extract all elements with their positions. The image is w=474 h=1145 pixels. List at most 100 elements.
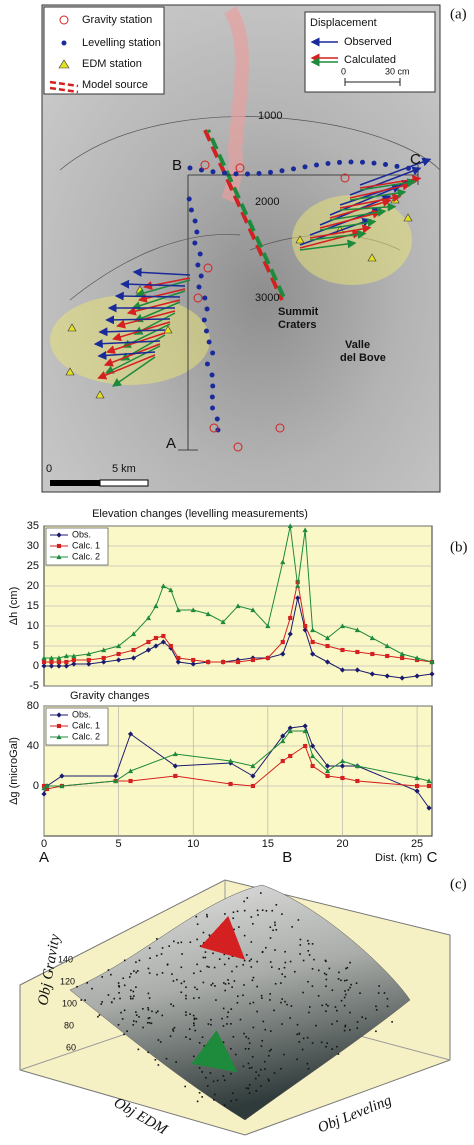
data-point [340,647,345,653]
solution-point [248,1084,251,1086]
x-tick-label: 10 [187,838,199,850]
gravity-station [193,293,203,303]
legend-symbol [59,15,69,25]
arrow-calculated [97,354,156,380]
y-tick-label: 0 [33,660,39,672]
solution-point [150,1022,153,1025]
legend-label: Calc. 1 [72,720,100,730]
data-point [280,733,286,739]
solution-point [218,958,221,960]
solution-point [284,975,286,978]
data-point [131,647,136,653]
solution-point [137,1048,140,1051]
solution-point [210,984,213,986]
solution-point [284,1000,286,1003]
solution-point [133,995,135,997]
solution-point [132,1020,135,1022]
solution-point [180,982,183,985]
solution-point [198,996,200,999]
solution-point [325,978,328,981]
y-tick-label: 15 [27,600,39,612]
levelling-station [337,159,342,165]
data-point [130,631,137,637]
solution-point [247,1062,250,1065]
solution-point [202,956,205,959]
arrow-calculated [121,323,171,348]
solution-point [196,1100,199,1103]
data-point [354,627,360,633]
solution-point [224,989,226,992]
data-point [414,788,420,794]
solution-point [117,982,120,984]
data-point [354,763,360,769]
solution-point [80,999,83,1001]
solution-point [204,956,207,959]
solution-point [306,1062,309,1065]
data-point [414,783,420,789]
solution-point [245,1036,247,1038]
profile-point: A [39,849,49,866]
solution-point [337,978,340,980]
arrow-calculated [104,345,161,374]
levelling-station [302,164,308,170]
data-point [63,653,69,659]
solution-point [223,963,226,966]
solution-point [147,1051,149,1054]
solution-point [98,1014,101,1016]
arrow-calculated [137,288,186,303]
solution-point [343,979,346,982]
contour-label: 2000 [255,196,279,208]
arrow-calculated [135,279,191,298]
solution-point [113,997,116,1000]
solution-point [250,958,252,961]
legend-label: Gravity station [82,14,152,26]
data-point [295,595,301,601]
y-tick-label: 30 [27,540,39,552]
data-point [146,639,151,645]
data-point [175,659,181,665]
data-point [302,627,308,633]
solution-point [355,982,358,984]
data-point [41,659,47,665]
data-point [175,607,181,613]
z-tick-label: 140 [58,954,73,964]
data-point [168,587,174,593]
data-point [310,639,315,645]
solution-point [188,1028,191,1030]
solution-point [386,1005,389,1008]
solution-point [213,1093,216,1096]
solution-point [215,999,217,1001]
solution-point [248,960,251,962]
solution-point [192,1014,195,1017]
scale-bar [99,479,149,487]
solution-point [235,1099,238,1101]
solution-point [290,1005,293,1007]
solution-point [281,913,283,915]
data-point [339,763,346,769]
solution-point [101,1001,103,1003]
data-point [41,791,47,797]
solution-point [311,943,314,945]
solution-point [201,1036,204,1039]
data-point [220,619,226,625]
data-point [310,763,315,769]
y-axis-label: Δh (cm) [8,587,20,626]
gravity-station [235,163,245,173]
solution-point [311,985,314,987]
arrow-calculated [309,224,372,239]
solution-point [172,1005,175,1007]
arrow-calculated [329,207,387,221]
solution-point [268,1054,270,1057]
solution-point [299,938,302,941]
solution-point [180,941,183,944]
solution-point [194,986,196,989]
solution-point [251,1055,254,1058]
solution-point [123,959,126,962]
solution-point [193,1024,195,1027]
data-point [302,723,308,729]
profile-point: C [427,849,438,866]
solution-point [196,963,198,966]
levelling-station [394,163,400,169]
gravity-station [233,442,243,452]
